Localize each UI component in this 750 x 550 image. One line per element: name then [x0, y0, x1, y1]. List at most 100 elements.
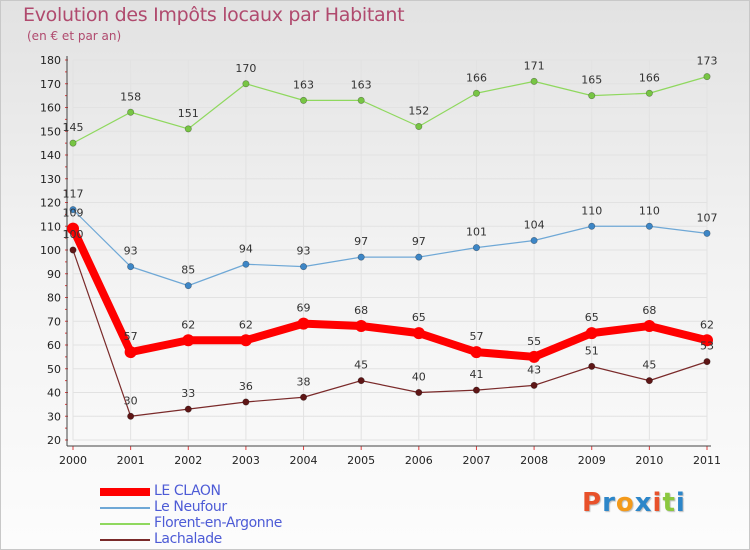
data-point-florent-en-argonne	[703, 73, 711, 81]
logo-letter: i	[675, 488, 686, 518]
data-label-le-claon: 69	[297, 302, 311, 315]
x-tick-label: 2002	[174, 454, 202, 467]
proxiti-logo: Proxiti	[582, 488, 686, 518]
x-tick-label: 2010	[635, 454, 663, 467]
data-point-lachalade	[300, 393, 308, 401]
data-label-le-neufour: 104	[524, 219, 545, 232]
logo-letter: t	[662, 488, 676, 518]
data-label-lachalade: 38	[297, 375, 311, 388]
data-label-lachalade: 53	[700, 340, 714, 353]
data-label-florent-en-argonne: 173	[697, 55, 718, 68]
data-point-lachalade	[415, 388, 423, 396]
data-point-le-neufour	[645, 222, 653, 230]
data-point-lachalade	[588, 362, 596, 370]
data-point-le-claon	[297, 317, 310, 330]
data-point-lachalade	[645, 377, 653, 385]
data-point-le-neufour	[242, 260, 250, 268]
data-label-lachalade: 33	[181, 387, 195, 400]
data-label-le-neufour: 110	[581, 204, 602, 217]
y-tick-label: 80	[47, 292, 61, 305]
legend-swatch	[100, 523, 150, 525]
legend-label: Florent-en-Argonne	[154, 515, 282, 531]
data-label-le-neufour: 93	[124, 245, 138, 258]
x-tick-label: 2007	[462, 454, 490, 467]
chart-title: Evolution des Impôts locaux par Habitant	[23, 4, 405, 26]
data-label-florent-en-argonne: 151	[178, 107, 199, 120]
y-tick-label: 100	[40, 244, 61, 257]
legend-item-le-claon: LE CLAON	[100, 483, 360, 500]
y-tick-label: 110	[40, 220, 61, 233]
series-line-lachalade	[72, 249, 708, 417]
data-point-le-claon	[585, 327, 598, 340]
data-label-lachalade: 30	[124, 394, 138, 407]
data-label-le-claon: 57	[124, 330, 138, 343]
data-point-florent-en-argonne	[300, 96, 308, 104]
data-label-florent-en-argonne: 152	[408, 105, 429, 118]
data-label-florent-en-argonne: 158	[120, 90, 141, 103]
data-labels: 145 158 151 170 163 163 152 166 171 165 166 173 117 9…	[63, 55, 718, 408]
data-point-le-neufour	[588, 222, 596, 230]
logo-letter: i	[652, 488, 663, 518]
data-point-le-claon	[182, 334, 195, 347]
logo-letter: P	[582, 488, 603, 518]
x-axis-ticks: 2000 2001 2002 2003 2004 2005 2006 2007 2008 2009…	[59, 454, 721, 467]
data-point-florent-en-argonne	[242, 80, 250, 88]
data-point-florent-en-argonne	[645, 89, 653, 97]
data-point-le-neufour	[703, 229, 711, 237]
data-point-florent-en-argonne	[588, 92, 596, 100]
data-label-le-claon: 55	[527, 335, 541, 348]
data-label-le-claon: 68	[642, 304, 656, 317]
logo-letter: x	[634, 488, 653, 518]
chart-axes	[65, 56, 711, 450]
data-point-le-neufour	[300, 263, 308, 271]
legend-label: Le Neufour	[154, 499, 227, 515]
data-point-le-claon	[643, 320, 656, 332]
y-tick-label: 90	[47, 268, 61, 281]
data-label-le-neufour: 85	[181, 264, 195, 277]
data-point-lachalade	[472, 386, 480, 394]
data-label-le-neufour: 101	[466, 226, 487, 239]
legend-item-florent-en-argonne: Florent-en-Argonne	[100, 515, 360, 532]
data-label-lachalade: 45	[642, 359, 656, 372]
data-point-lachalade	[530, 381, 538, 389]
legend-swatch	[100, 507, 150, 509]
data-point-le-claon	[528, 350, 541, 363]
chart-subtitle: (en € et par an)	[27, 29, 122, 43]
x-tick-label: 2003	[232, 454, 260, 467]
chart-series	[67, 73, 713, 420]
x-tick-label: 2000	[59, 454, 87, 467]
data-label-florent-en-argonne: 171	[524, 59, 545, 72]
data-point-le-neufour	[69, 206, 77, 214]
data-point-florent-en-argonne	[415, 123, 423, 131]
x-tick-label: 2009	[578, 454, 606, 467]
logo-letter: o	[615, 488, 635, 518]
series-line-florent-en-argonne	[72, 76, 708, 144]
data-label-le-claon: 62	[181, 318, 195, 331]
data-point-florent-en-argonne	[184, 125, 192, 133]
data-point-le-neufour	[472, 244, 480, 252]
data-label-lachalade: 43	[527, 363, 541, 376]
data-point-le-claon	[701, 334, 713, 347]
series-line-le-neufour	[72, 209, 708, 287]
y-tick-label: 30	[47, 410, 61, 423]
data-point-lachalade	[69, 246, 77, 254]
y-tick-label: 160	[40, 102, 61, 115]
logo-letter: r	[602, 488, 616, 518]
data-label-le-neufour: 93	[297, 245, 311, 258]
data-label-florent-en-argonne: 166	[466, 71, 487, 84]
x-tick-label: 2011	[693, 454, 721, 467]
legend-label: Lachalade	[154, 531, 222, 547]
data-point-le-claon	[412, 327, 425, 340]
data-label-le-claon: 65	[585, 311, 599, 324]
legend-item-lachalade: Lachalade	[100, 531, 360, 548]
data-point-florent-en-argonne	[69, 139, 77, 147]
data-label-le-claon: 62	[700, 318, 714, 331]
data-label-florent-en-argonne: 170	[235, 62, 256, 75]
legend-swatch	[100, 488, 150, 496]
data-point-le-claon	[124, 346, 137, 359]
data-label-le-claon: 62	[239, 318, 253, 331]
data-label-le-claon: 65	[412, 311, 426, 324]
data-label-le-claon: 109	[63, 207, 84, 220]
